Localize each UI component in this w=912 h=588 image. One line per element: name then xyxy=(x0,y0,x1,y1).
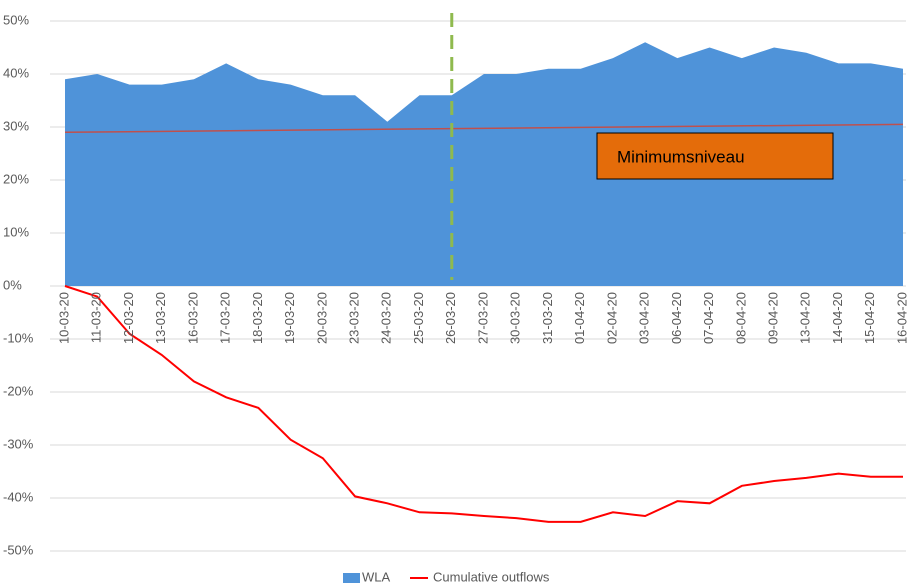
y-tick-label: 40% xyxy=(3,65,29,80)
x-tick-label: 06-04-20 xyxy=(669,292,684,344)
x-tick-label: 13-04-20 xyxy=(798,292,813,344)
y-tick-label: -10% xyxy=(3,330,34,345)
x-tick-label: 08-04-20 xyxy=(733,292,748,344)
x-tick-label: 10-03-20 xyxy=(56,292,71,344)
y-tick-label: -40% xyxy=(3,489,34,504)
x-tick-label: 16-04-20 xyxy=(894,292,909,344)
y-tick-label: -20% xyxy=(3,383,34,398)
x-tick-label: 31-03-20 xyxy=(540,292,555,344)
x-tick-label: 18-03-20 xyxy=(250,292,265,344)
area xyxy=(65,42,903,287)
annotation-text: Minimumsniveau xyxy=(617,147,745,166)
y-tick-label: 20% xyxy=(3,171,29,186)
x-tick-label: 02-04-20 xyxy=(604,292,619,344)
reference-line xyxy=(64,123,904,134)
x-tick-label: 15-04-20 xyxy=(862,292,877,344)
legend-swatch xyxy=(343,573,360,583)
x-tick-label: 23-03-20 xyxy=(347,292,362,344)
x-tick-label: 01-04-20 xyxy=(572,292,587,344)
x-tick-label: 03-04-20 xyxy=(637,292,652,344)
x-tick-label: 09-04-20 xyxy=(766,292,781,344)
x-tick-label: 26-03-20 xyxy=(443,292,458,344)
x-tick-label: 25-03-20 xyxy=(411,292,426,344)
x-tick-label: 19-03-20 xyxy=(282,292,297,344)
x-tick-label: 07-04-20 xyxy=(701,292,716,344)
line xyxy=(64,285,903,523)
x-tick-label: 14-04-20 xyxy=(830,292,845,344)
y-tick-label: 10% xyxy=(3,224,29,239)
x-tick-label: 12-03-20 xyxy=(121,292,136,344)
y-tick-label: -50% xyxy=(3,542,34,557)
y-tick-label: 30% xyxy=(3,118,29,133)
x-tick-label: 24-03-20 xyxy=(379,292,394,344)
x-tick-label: 11-03-20 xyxy=(89,292,104,343)
x-tick-label: 16-03-20 xyxy=(185,292,200,344)
y-tick-label: -30% xyxy=(3,436,34,451)
y-tick-label: 50% xyxy=(3,12,29,27)
legend-label: Cumulative outflows xyxy=(433,569,550,584)
annotation-box xyxy=(596,132,834,180)
x-tick-label: 17-03-20 xyxy=(218,292,233,344)
y-tick-label: 0% xyxy=(3,277,22,292)
x-tick-label: 30-03-20 xyxy=(508,292,523,344)
legend-label: WLA xyxy=(362,569,391,584)
x-tick-label: 27-03-20 xyxy=(475,292,490,344)
x-tick-label: 13-03-20 xyxy=(153,292,168,344)
x-tick-label: 20-03-20 xyxy=(314,292,329,344)
